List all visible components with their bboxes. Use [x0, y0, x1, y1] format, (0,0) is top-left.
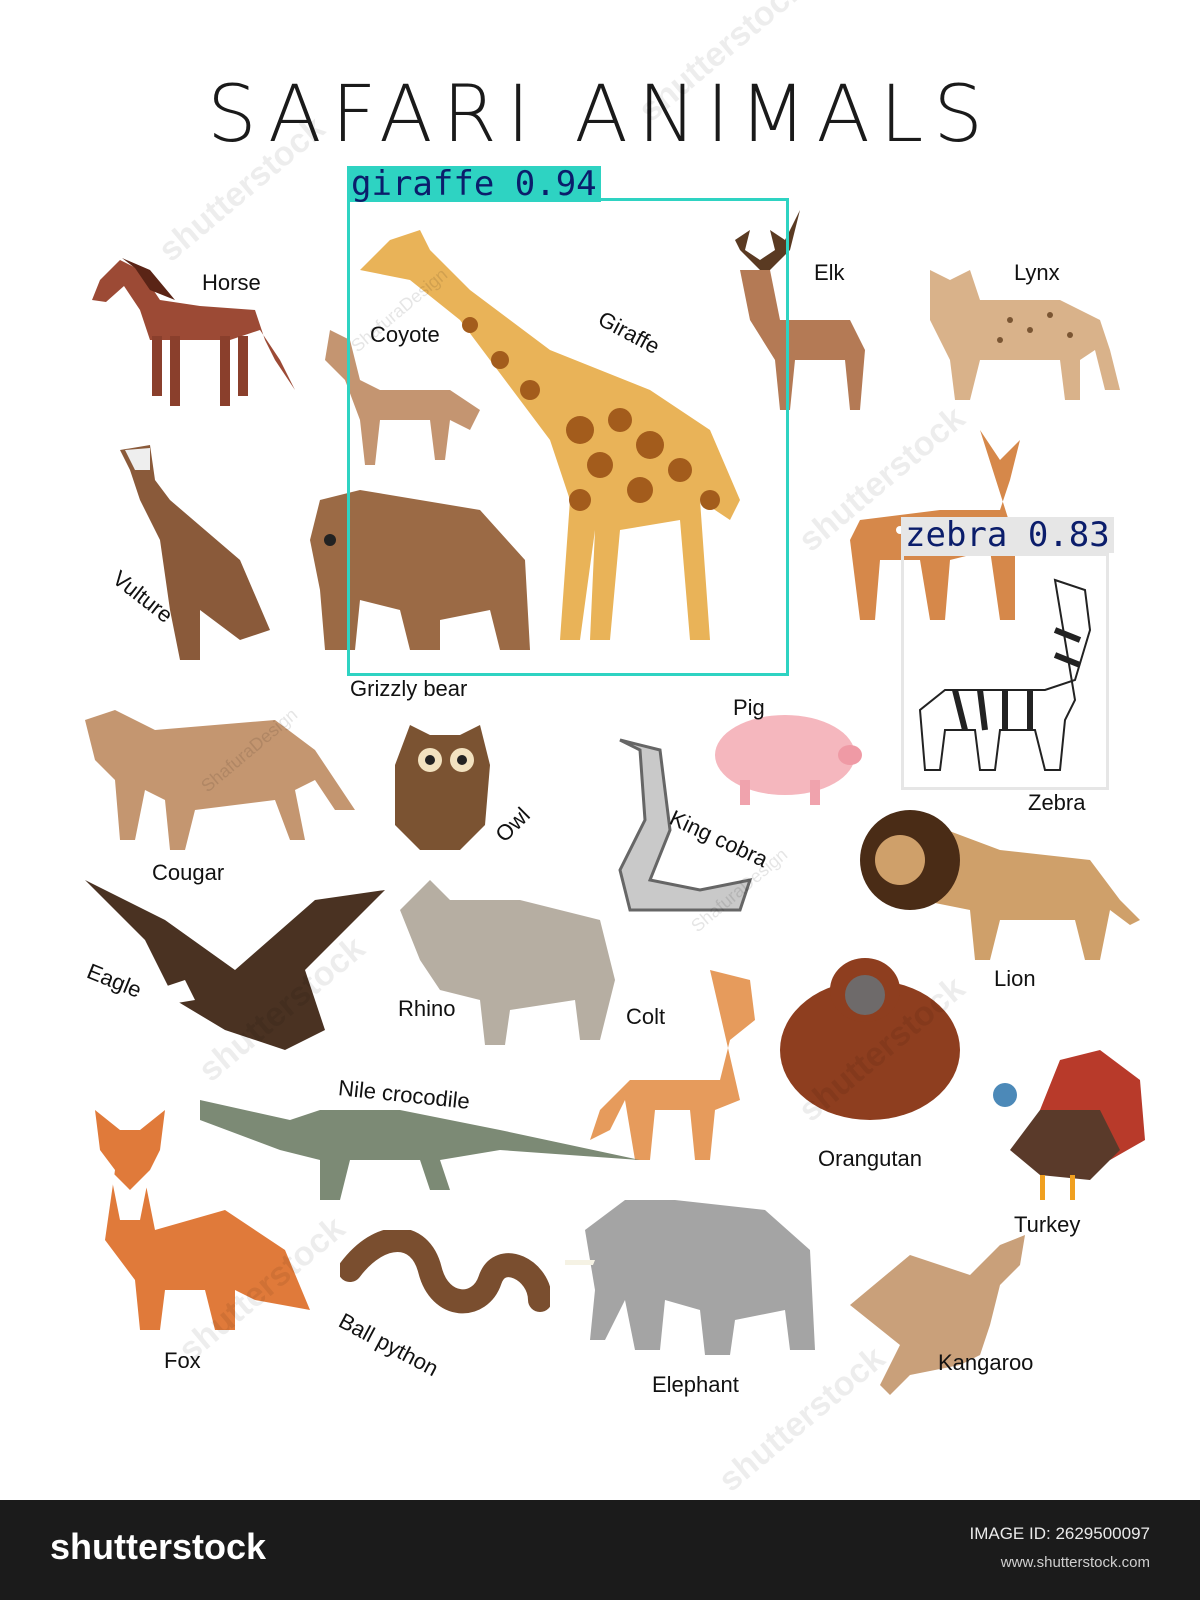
- eagle-illustration: [85, 880, 385, 1050]
- label-lynx: Lynx: [1014, 260, 1060, 285]
- giraffe-detection-box: [347, 198, 789, 676]
- label-turkey: Turkey: [1014, 1212, 1081, 1237]
- cougar-illustration: [85, 710, 355, 850]
- zebra-illustration: [918, 578, 1092, 771]
- elk-illustration: [720, 210, 865, 410]
- vulture-illustration: [120, 445, 270, 660]
- label-elephant: Elephant: [652, 1372, 739, 1397]
- lion-illustration: [860, 810, 1140, 960]
- fox-illustration: [95, 1110, 310, 1330]
- image-id: IMAGE ID: 2629500097: [969, 1524, 1150, 1543]
- rhino-illustration: [400, 880, 615, 1045]
- giraffe-illustration: [360, 230, 740, 640]
- zebra-detection-box: [901, 553, 1109, 790]
- turkey-illustration: [993, 1050, 1145, 1200]
- label-grizzly-bear: Grizzly bear: [350, 676, 468, 701]
- king-cobra-illustration: [618, 738, 753, 912]
- label-elk: Elk: [814, 260, 845, 285]
- label-cougar: Cougar: [152, 860, 225, 885]
- lynx-illustration: [930, 270, 1120, 400]
- shutterstock-logo: shutterstock: [50, 1526, 267, 1567]
- pig-illustration: [715, 715, 862, 805]
- label-kangaroo: Kangaroo: [938, 1350, 1034, 1375]
- giraffe-detection-label: giraffe 0.94: [347, 166, 601, 202]
- grizzly-bear-illustration: [310, 490, 530, 650]
- elephant-illustration: [565, 1200, 815, 1355]
- stock-footer-bar: shutterstock IMAGE ID: 2629500097 www.sh…: [0, 1500, 1200, 1600]
- ball-python-illustration: [340, 1230, 550, 1314]
- label-zebra: Zebra: [1028, 790, 1086, 815]
- label-horse: Horse: [202, 270, 261, 295]
- nile-crocodile-illustration: [200, 1100, 640, 1200]
- label-lion: Lion: [994, 966, 1036, 991]
- orangutan-illustration: [780, 958, 960, 1120]
- label-coyote: Coyote: [370, 322, 440, 347]
- coyote-illustration: [325, 330, 480, 465]
- label-colt: Colt: [626, 1004, 666, 1029]
- label-pig: Pig: [733, 695, 765, 720]
- kangaroo-illustration: [850, 1235, 1025, 1395]
- zebra-detection-label: zebra 0.83: [901, 517, 1114, 553]
- horse-illustration: [92, 258, 295, 406]
- site-url: www.shutterstock.com: [1000, 1554, 1150, 1571]
- label-orangutan: Orangutan: [818, 1146, 922, 1171]
- colt-illustration: [590, 970, 755, 1160]
- label-rhino: Rhino: [398, 996, 456, 1021]
- label-fox: Fox: [164, 1348, 201, 1373]
- poster-title: SAFARI ANIMALS: [207, 70, 993, 160]
- watermark-text: shutterstock: [711, 1338, 893, 1500]
- owl-illustration: [395, 725, 490, 850]
